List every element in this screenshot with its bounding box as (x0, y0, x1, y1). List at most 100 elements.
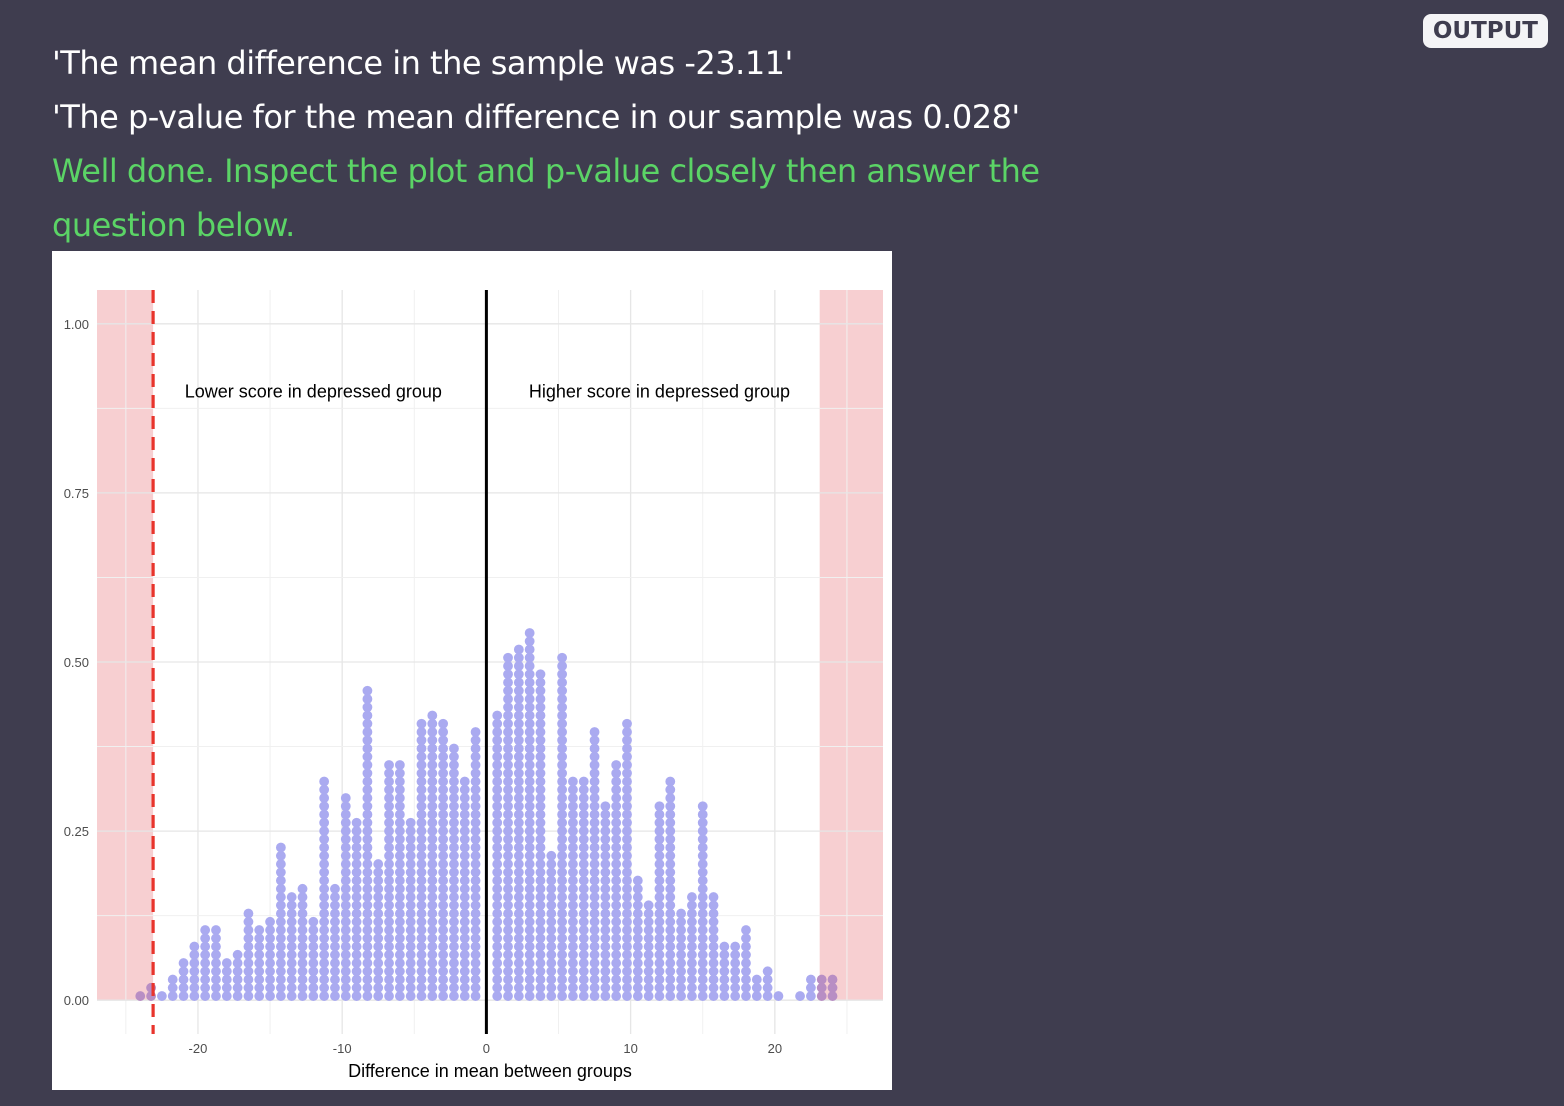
dot (449, 966, 459, 977)
dot (578, 776, 589, 787)
dot (557, 892, 568, 902)
dot (394, 949, 405, 960)
dot (438, 784, 449, 795)
dot (600, 933, 611, 944)
dot (297, 966, 308, 977)
dot (232, 958, 243, 968)
dot (503, 652, 513, 663)
dot (524, 685, 535, 696)
dot (589, 826, 600, 836)
dot (524, 933, 535, 944)
dot (503, 982, 513, 993)
dot (611, 817, 622, 828)
dot (697, 974, 708, 985)
dot (362, 941, 373, 952)
dot (492, 710, 503, 721)
dot (730, 949, 741, 960)
dot (513, 982, 524, 993)
dot (611, 784, 622, 795)
dot (719, 982, 730, 993)
dot (427, 760, 438, 770)
dot (535, 958, 546, 968)
dot (492, 900, 503, 911)
dot (221, 958, 232, 968)
dot (503, 941, 513, 952)
dot (524, 727, 535, 737)
dot (308, 933, 319, 944)
dot (189, 958, 200, 968)
dot (319, 809, 330, 820)
dot (589, 842, 600, 853)
dot (524, 677, 535, 688)
dot (373, 908, 384, 919)
dot (741, 949, 751, 960)
dot (459, 966, 470, 977)
dot (416, 735, 427, 746)
dot (697, 892, 708, 902)
dot (200, 982, 211, 993)
dot (243, 966, 254, 977)
dot (654, 883, 665, 894)
dot (600, 809, 611, 820)
dot (416, 817, 427, 828)
dot (524, 636, 535, 647)
dot (503, 801, 513, 812)
dot (503, 768, 513, 779)
dot (730, 958, 741, 968)
dot (319, 826, 330, 836)
dot (708, 941, 719, 952)
dot (568, 809, 578, 820)
dot (568, 974, 578, 985)
dot (178, 974, 189, 985)
dot (535, 751, 546, 762)
shaded-region-1 (819, 290, 883, 1000)
dot (654, 859, 665, 869)
dot (687, 941, 697, 952)
dot (459, 809, 470, 820)
dot (557, 727, 568, 737)
dot (492, 850, 503, 861)
dot (492, 760, 503, 770)
dot (578, 982, 589, 993)
dot (297, 916, 308, 927)
dot (708, 916, 719, 927)
dot (589, 925, 600, 935)
dot (459, 850, 470, 861)
dot (557, 842, 568, 853)
dot (362, 850, 373, 861)
dot (503, 718, 513, 729)
y-tick-label: 0.50 (64, 655, 89, 670)
dot (622, 784, 632, 795)
dot (243, 925, 254, 935)
dot (557, 801, 568, 812)
dot (513, 875, 524, 886)
dot (470, 867, 481, 878)
dot (708, 925, 719, 935)
dot (600, 974, 611, 985)
dot (265, 916, 275, 927)
dot (416, 768, 427, 779)
dot (503, 743, 513, 754)
dot (568, 916, 578, 927)
dot (416, 850, 427, 861)
dot (622, 850, 632, 861)
dot (513, 826, 524, 836)
dot (589, 908, 600, 919)
dot (200, 925, 211, 935)
dot (416, 892, 427, 902)
dot (427, 949, 438, 960)
dot (611, 991, 622, 1001)
dot (405, 826, 416, 836)
dot (697, 867, 708, 878)
dot (503, 991, 513, 1001)
dot (665, 850, 676, 861)
dot (449, 892, 459, 902)
dot (427, 718, 438, 729)
dot (427, 768, 438, 779)
dot (557, 949, 568, 960)
dot (319, 850, 330, 861)
dot (524, 809, 535, 820)
dot (632, 925, 643, 935)
dot (557, 867, 568, 878)
dot (384, 908, 394, 919)
